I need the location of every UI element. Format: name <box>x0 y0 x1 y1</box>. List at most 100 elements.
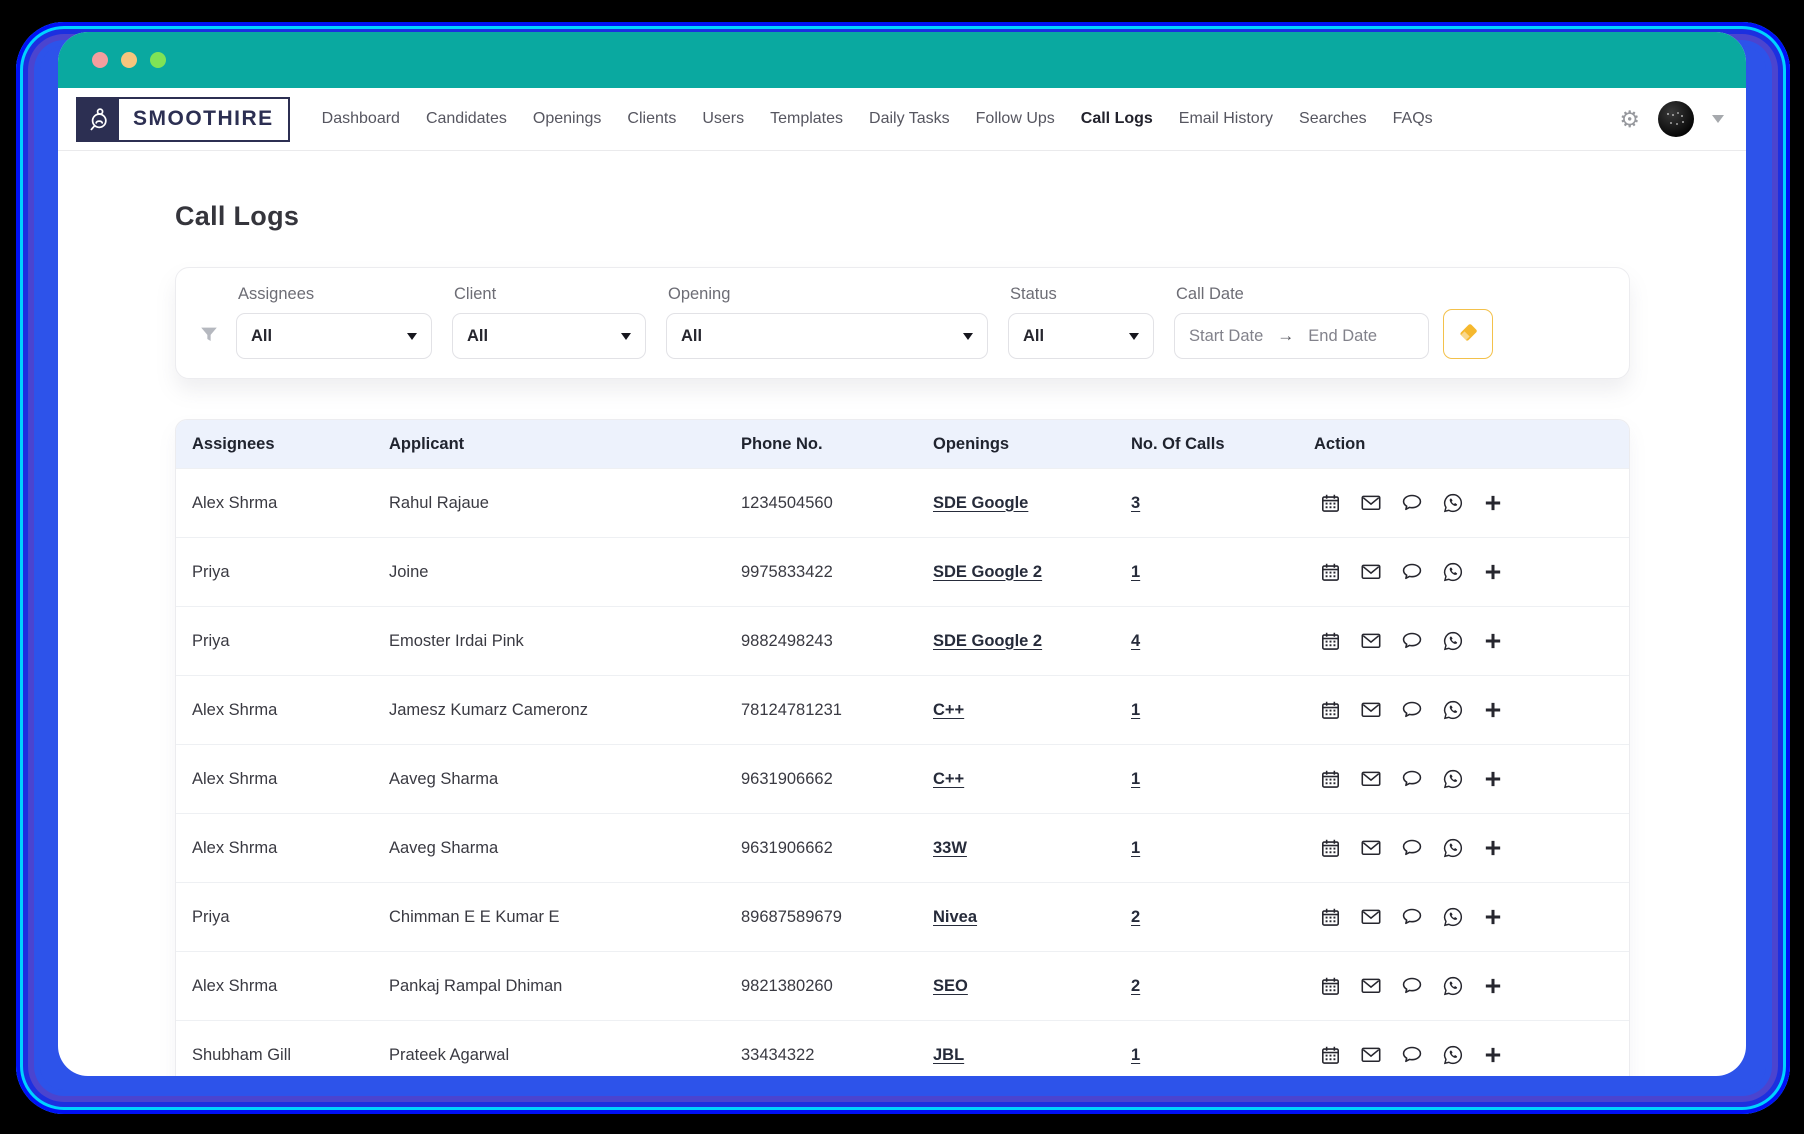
calls-count-link[interactable]: 3 <box>1131 493 1141 512</box>
nav-item-users[interactable]: Users <box>702 110 745 127</box>
opening-link[interactable]: SDE Google 2 <box>933 562 1043 581</box>
start-date-placeholder[interactable]: Start Date <box>1189 326 1264 345</box>
comment-icon[interactable] <box>1401 975 1423 997</box>
comment-icon[interactable] <box>1401 906 1423 928</box>
add-call-icon[interactable] <box>1483 631 1503 651</box>
user-avatar[interactable] <box>1658 101 1694 137</box>
table-row: Priya Emoster Irdai Pink 9882498243 SDE Goo… <box>176 606 1629 675</box>
calls-count-link[interactable]: 1 <box>1131 769 1141 788</box>
email-icon[interactable] <box>1360 630 1382 652</box>
opening-link[interactable]: C++ <box>933 700 965 719</box>
nav-item-faqs[interactable]: FAQs <box>1392 110 1433 127</box>
calls-count-link[interactable]: 2 <box>1131 907 1141 926</box>
calls-count-link[interactable]: 1 <box>1131 1045 1141 1064</box>
calendar-icon[interactable] <box>1320 1045 1341 1066</box>
clear-filters-button[interactable] <box>1443 309 1493 359</box>
nav-item-clients[interactable]: Clients <box>627 110 677 127</box>
opening-link[interactable]: JBL <box>933 1045 965 1064</box>
comment-icon[interactable] <box>1401 630 1423 652</box>
nav-item-follow-ups[interactable]: Follow Ups <box>975 110 1055 127</box>
whatsapp-icon[interactable] <box>1442 768 1464 790</box>
calls-count-link[interactable]: 1 <box>1131 838 1141 857</box>
action-cell <box>1314 561 1629 583</box>
calendar-icon[interactable] <box>1320 976 1341 997</box>
add-call-icon[interactable] <box>1483 838 1503 858</box>
whatsapp-icon[interactable] <box>1442 630 1464 652</box>
opening-link[interactable]: SDE Google <box>933 493 1029 512</box>
caret-down-icon <box>407 332 417 340</box>
nav-item-candidates[interactable]: Candidates <box>425 110 507 127</box>
add-call-icon[interactable] <box>1483 1045 1503 1065</box>
calendar-icon[interactable] <box>1320 907 1341 928</box>
calendar-icon[interactable] <box>1320 700 1341 721</box>
email-icon[interactable] <box>1360 561 1382 583</box>
calls-count-link[interactable]: 1 <box>1131 700 1141 719</box>
comment-icon[interactable] <box>1401 768 1423 790</box>
action-cell <box>1314 975 1629 997</box>
email-icon[interactable] <box>1360 1044 1382 1066</box>
whatsapp-icon[interactable] <box>1442 975 1464 997</box>
status-select[interactable]: All <box>1008 313 1154 359</box>
add-call-icon[interactable] <box>1483 700 1503 720</box>
profile-caret-icon[interactable] <box>1712 115 1724 123</box>
nav-item-email-history[interactable]: Email History <box>1178 110 1274 127</box>
phone-cell: 89687589679 <box>741 907 842 926</box>
comment-icon[interactable] <box>1401 1044 1423 1066</box>
opening-link[interactable]: SDE Google 2 <box>933 631 1043 650</box>
nav-item-searches[interactable]: Searches <box>1299 110 1367 127</box>
email-icon[interactable] <box>1360 492 1382 514</box>
brand-logo[interactable]: SMOOTHIRE <box>76 96 290 142</box>
whatsapp-icon[interactable] <box>1442 492 1464 514</box>
add-call-icon[interactable] <box>1483 493 1503 513</box>
email-icon[interactable] <box>1360 975 1382 997</box>
calendar-icon[interactable] <box>1320 838 1341 859</box>
calendar-icon[interactable] <box>1320 631 1341 652</box>
assignee-cell: Priya <box>192 907 230 926</box>
table-row: Alex Shrma Rahul Rajaue 1234504560 SDE Goog… <box>176 468 1629 537</box>
add-call-icon[interactable] <box>1483 769 1503 789</box>
nav-item-daily-tasks[interactable]: Daily Tasks <box>869 110 950 127</box>
email-icon[interactable] <box>1360 837 1382 859</box>
comment-icon[interactable] <box>1401 561 1423 583</box>
calendar-icon[interactable] <box>1320 562 1341 583</box>
calendar-icon[interactable] <box>1320 769 1341 790</box>
opening-select[interactable]: All <box>666 313 988 359</box>
add-call-icon[interactable] <box>1483 976 1503 996</box>
nav-item-openings[interactable]: Openings <box>532 110 602 127</box>
calendar-icon[interactable] <box>1320 493 1341 514</box>
nav-item-call-logs[interactable]: Call Logs <box>1080 110 1153 127</box>
email-icon[interactable] <box>1360 906 1382 928</box>
calls-count-link[interactable]: 2 <box>1131 976 1141 995</box>
end-date-placeholder[interactable]: End Date <box>1308 326 1378 345</box>
calls-cell: 3 <box>1131 494 1314 513</box>
whatsapp-icon[interactable] <box>1442 699 1464 721</box>
settings-gear-icon[interactable]: ⚙ <box>1619 105 1640 132</box>
call-date-range-input[interactable]: Start Date → End Date <box>1174 313 1429 359</box>
calls-count-link[interactable]: 1 <box>1131 562 1141 581</box>
nav-item-dashboard[interactable]: Dashboard <box>321 110 400 127</box>
opening-link[interactable]: 33W <box>933 838 967 857</box>
comment-icon[interactable] <box>1401 492 1423 514</box>
add-call-icon[interactable] <box>1483 562 1503 582</box>
email-icon[interactable] <box>1360 699 1382 721</box>
assignees-select[interactable]: All <box>236 313 432 359</box>
opening-link[interactable]: Nivea <box>933 907 978 926</box>
whatsapp-icon[interactable] <box>1442 906 1464 928</box>
nav-item-templates[interactable]: Templates <box>770 110 844 127</box>
whatsapp-icon[interactable] <box>1442 561 1464 583</box>
whatsapp-icon[interactable] <box>1442 1044 1464 1066</box>
traffic-light-minimize[interactable] <box>121 52 137 68</box>
email-icon[interactable] <box>1360 768 1382 790</box>
opening-link[interactable]: C++ <box>933 769 965 788</box>
opening-cell: C++ <box>933 770 1131 789</box>
whatsapp-icon[interactable] <box>1442 837 1464 859</box>
table-header-row: Assignees Applicant Phone No. Openings No. O… <box>176 420 1629 468</box>
traffic-light-maximize[interactable] <box>150 52 166 68</box>
calls-count-link[interactable]: 4 <box>1131 631 1141 650</box>
opening-link[interactable]: SEO <box>933 976 968 995</box>
add-call-icon[interactable] <box>1483 907 1503 927</box>
traffic-light-close[interactable] <box>92 52 108 68</box>
comment-icon[interactable] <box>1401 837 1423 859</box>
comment-icon[interactable] <box>1401 699 1423 721</box>
client-select[interactable]: All <box>452 313 646 359</box>
